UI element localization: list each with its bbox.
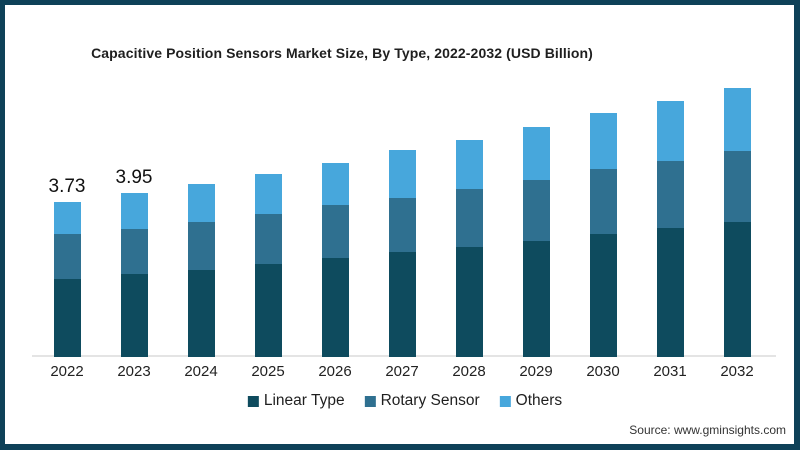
bar-segment-rotary_sensor-2026: [321, 205, 349, 258]
bar-group-2023: [120, 193, 148, 357]
legend-swatch-rotary-sensor-icon: [364, 395, 376, 407]
value-label-2023: 3.95: [115, 167, 153, 188]
legend-label: Rotary Sensor: [380, 392, 480, 409]
legend-item-linear-type: Linear Type: [247, 392, 345, 410]
legend-swatch-others-icon: [499, 395, 511, 407]
x-axis-label-2027: 2027: [385, 363, 419, 380]
x-axis-label-2028: 2028: [452, 363, 486, 380]
bar-segment-linear_type-2023: [120, 274, 148, 357]
legend-label: Others: [515, 392, 563, 409]
bar-segment-linear_type-2031: [656, 228, 684, 357]
bar-segment-rotary_sensor-2030: [589, 169, 617, 234]
legend: Linear Type Rotary Sensor Others: [247, 392, 563, 410]
bar-segment-rotary_sensor-2027: [388, 198, 416, 252]
x-axis-label-2032: 2032: [720, 363, 754, 380]
bar-segment-others-2027: [388, 150, 416, 198]
legend-item-others: Others: [499, 392, 563, 410]
bar-segment-linear_type-2029: [522, 241, 550, 357]
bar-segment-others-2022: [53, 202, 81, 234]
bar-group-2025: [254, 174, 282, 357]
bar-segment-linear_type-2025: [254, 264, 282, 357]
bar-group-2028: [455, 140, 483, 357]
bar-segment-others-2031: [656, 101, 684, 161]
bar-segment-rotary_sensor-2029: [522, 180, 550, 241]
value-label-2022: 3.73: [48, 176, 86, 197]
bar-group-2022: [53, 202, 81, 357]
bar-segment-rotary_sensor-2023: [120, 229, 148, 274]
bar-segment-linear_type-2032: [723, 222, 751, 357]
bar-segment-linear_type-2028: [455, 247, 483, 357]
legend-label: Linear Type: [263, 392, 345, 409]
bar-segment-others-2030: [589, 113, 617, 169]
bar-group-2030: [589, 113, 617, 357]
x-axis-label-2024: 2024: [184, 363, 218, 380]
bar-segment-others-2032: [723, 88, 751, 151]
bar-segment-others-2026: [321, 163, 349, 205]
bar-segment-linear_type-2030: [589, 234, 617, 357]
x-axis-label-2023: 2023: [117, 363, 151, 380]
bar-segment-linear_type-2027: [388, 252, 416, 357]
bar-segment-linear_type-2026: [321, 258, 349, 357]
x-axis-label-2031: 2031: [653, 363, 687, 380]
x-axis-label-2026: 2026: [318, 363, 352, 380]
source-caption: Source: www.gminsights.com: [629, 423, 786, 437]
bar-segment-linear_type-2024: [187, 270, 215, 357]
bar-segment-rotary_sensor-2024: [187, 222, 215, 270]
bar-segment-linear_type-2022: [53, 279, 81, 357]
bar-group-2024: [187, 184, 215, 357]
bar-segment-others-2024: [187, 184, 215, 222]
bar-segment-rotary_sensor-2032: [723, 151, 751, 222]
bar-group-2031: [656, 101, 684, 357]
bar-segment-others-2023: [120, 193, 148, 229]
bar-segment-rotary_sensor-2031: [656, 161, 684, 228]
legend-swatch-linear-type-icon: [247, 395, 259, 407]
bar-segment-rotary_sensor-2022: [53, 234, 81, 279]
x-axis-label-2025: 2025: [251, 363, 285, 380]
bar-segment-rotary_sensor-2028: [455, 189, 483, 247]
x-axis-label-2022: 2022: [50, 363, 84, 380]
bar-group-2026: [321, 163, 349, 357]
chart-title: Capacitive Position Sensors Market Size,…: [91, 45, 593, 62]
bar-segment-others-2025: [254, 174, 282, 214]
x-axis-label-2029: 2029: [519, 363, 553, 380]
legend-item-rotary-sensor: Rotary Sensor: [364, 392, 480, 410]
bar-group-2027: [388, 150, 416, 357]
bar-segment-others-2028: [455, 140, 483, 189]
x-axis-label-2030: 2030: [586, 363, 620, 380]
bar-group-2029: [522, 127, 550, 357]
bar-segment-others-2029: [522, 127, 550, 180]
bar-group-2032: [723, 88, 751, 357]
bar-segment-rotary_sensor-2025: [254, 214, 282, 264]
